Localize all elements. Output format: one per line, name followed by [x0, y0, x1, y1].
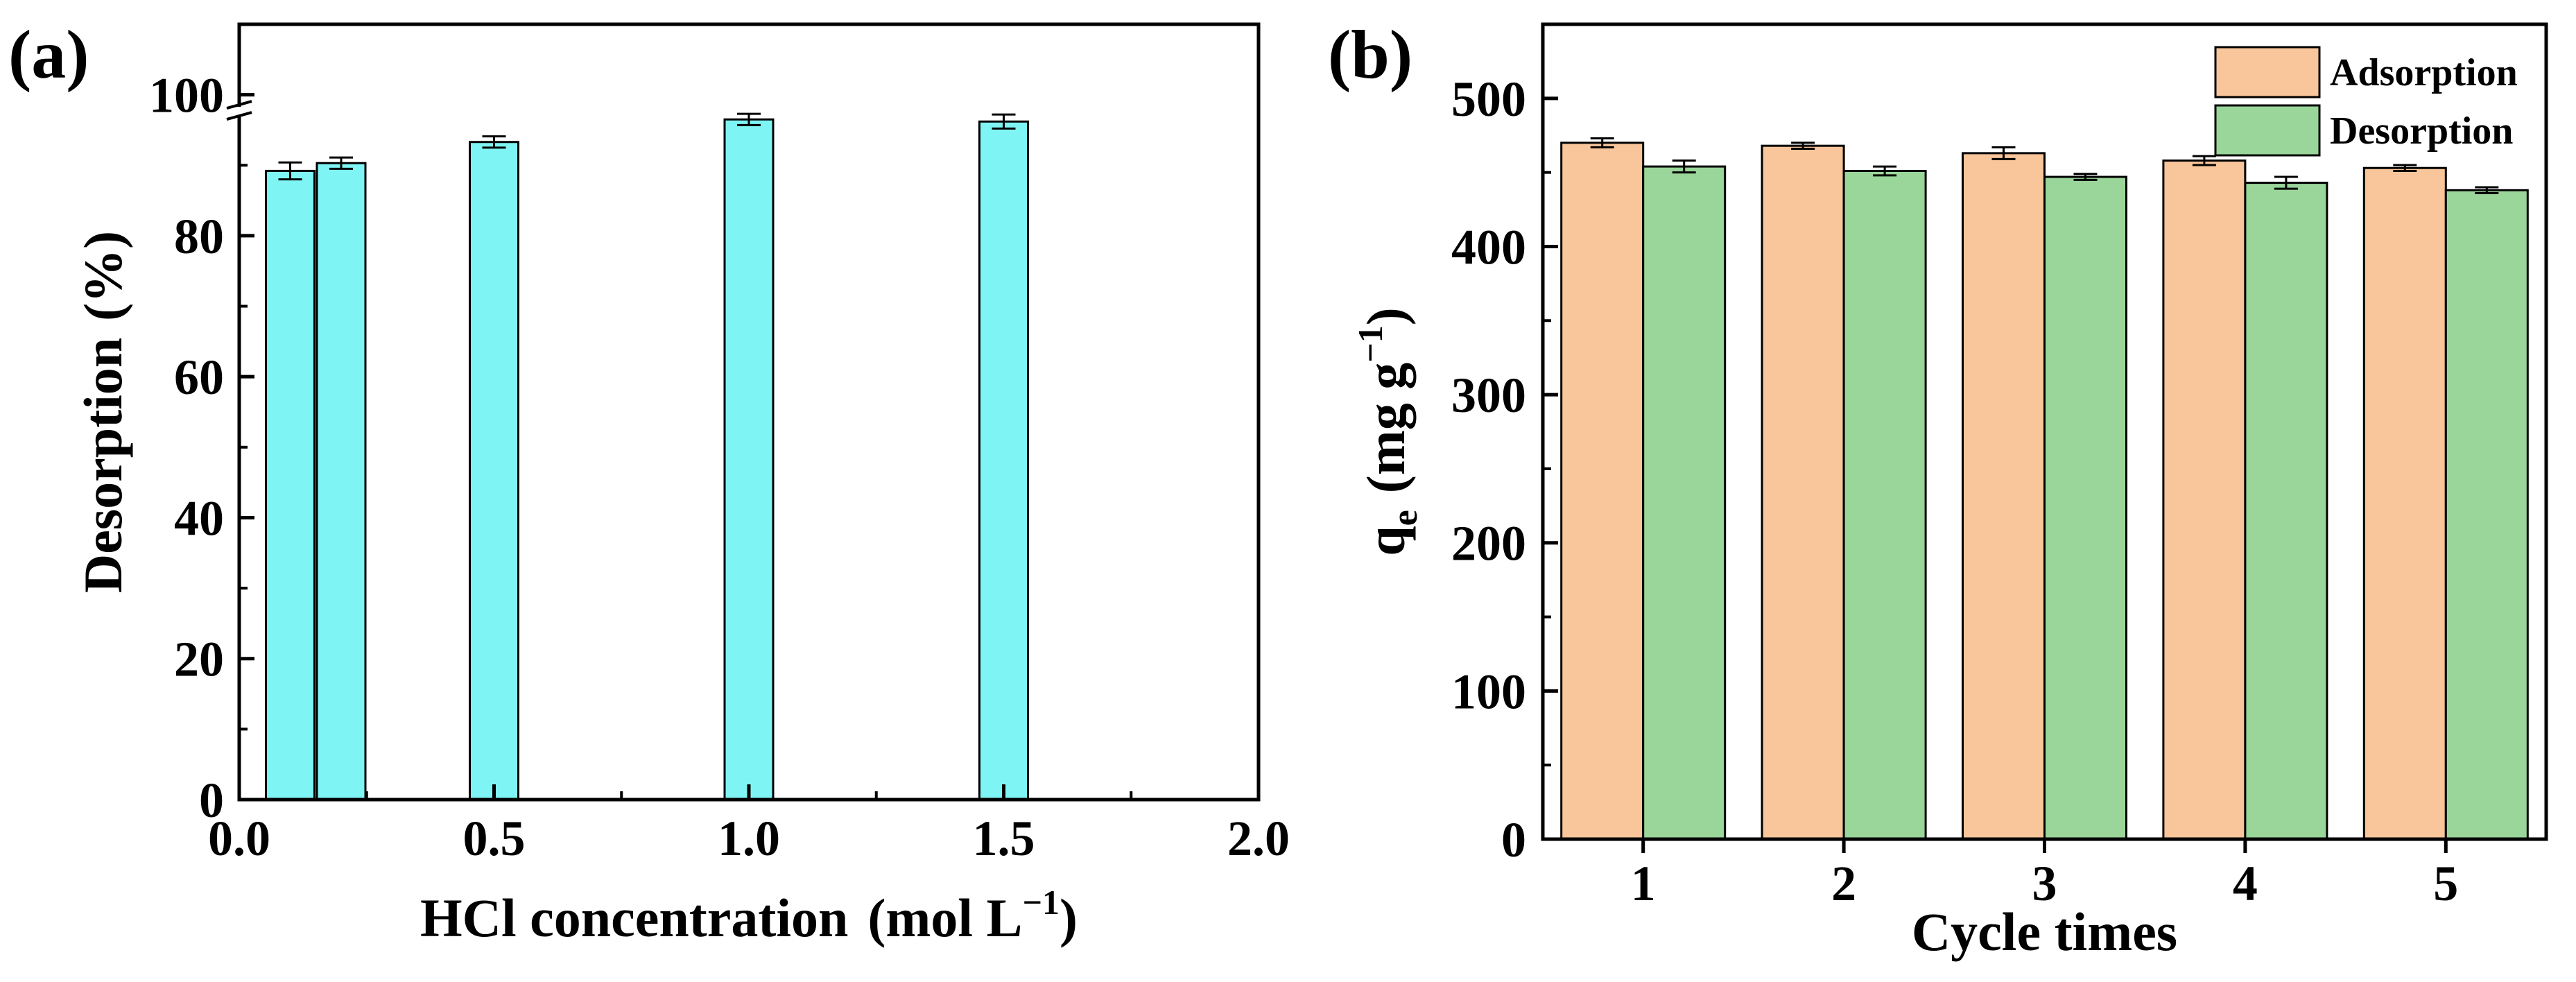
bar-desorption-1: [1842, 170, 1927, 841]
bar-adsorption-0: [1560, 141, 1645, 841]
bar-adsorption-4: [2362, 166, 2447, 841]
panel-label-b: (b): [1328, 16, 1412, 93]
y-tick-label-4: 80: [174, 209, 224, 264]
legend-label-adsorption: Adsorption: [2330, 51, 2518, 94]
bar-desorption-2: [2043, 175, 2127, 841]
bar-desorption-1: [315, 162, 367, 801]
y-tick-label-5: 100: [149, 68, 224, 123]
error-bar-adsorption-1: [1791, 141, 1815, 150]
x-axis-title: HCl concentration (mol L−1): [420, 883, 1078, 948]
bar-desorption-3: [723, 118, 775, 801]
error-bar-adsorption-0: [1590, 137, 1614, 148]
legend-swatch-desorption: [2214, 104, 2321, 157]
error-bar-desorption-1: [1873, 165, 1897, 177]
error-bar-4: [992, 113, 1016, 130]
y-tick-label-3: 300: [1451, 368, 1526, 423]
y-axis-title-main: q: [1356, 526, 1416, 555]
panel-label-a: (a): [8, 16, 89, 93]
error-bar-0: [278, 161, 302, 181]
y-tick-label-2: 200: [1451, 516, 1526, 571]
y-tick-label-1: 100: [1451, 664, 1526, 719]
x-axis-title: Cycle times: [1912, 902, 2177, 962]
x-tick-label-1: 2: [1831, 856, 1856, 911]
bar-desorption-0: [1642, 165, 1727, 841]
x-tick-label-4: 2.0: [1227, 811, 1290, 866]
error-bar-desorption-2: [2073, 173, 2098, 181]
y-tick-label-2: 40: [174, 490, 224, 546]
x-tick-label-3: 1.5: [973, 811, 1035, 866]
legend-label-desorption: Desorption: [2330, 110, 2513, 153]
y-tick-label-0: 0: [199, 773, 224, 828]
legend-swatch-adsorption: [2214, 46, 2321, 98]
y-axis-title-unit: (%): [73, 231, 133, 321]
error-bar-desorption-3: [2274, 175, 2298, 190]
y-tick-label-1: 20: [174, 632, 224, 687]
error-bar-3: [737, 112, 761, 126]
bar-desorption-4: [978, 120, 1029, 801]
x-tick-label-0: 1: [1631, 856, 1656, 911]
x-axis-title-unit-close: ): [1060, 888, 1078, 948]
x-axis-title-unit-sup: −1: [1023, 883, 1060, 922]
bar-adsorption-1: [1761, 144, 1845, 841]
y-tick-label-0: 0: [1501, 812, 1526, 868]
x-tick-label-2: 3: [2032, 856, 2057, 911]
y-axis-title-text: Desorption: [73, 338, 133, 593]
y-tick-label-3: 60: [174, 350, 224, 405]
bar-desorption-2: [469, 141, 519, 801]
legend: Adsorption Desorption: [2214, 46, 2518, 157]
bar-adsorption-3: [2162, 160, 2247, 841]
axis-break-line-1: [226, 100, 252, 110]
x-tick-label-1: 0.5: [463, 811, 526, 866]
y-axis-title: qe (mg g−1): [1351, 307, 1425, 555]
error-bar-adsorption-3: [2192, 155, 2216, 166]
y-tick-label-5: 500: [1451, 71, 1526, 127]
x-tick-label-0: 0.0: [208, 811, 270, 866]
bar-desorption-4: [2444, 189, 2529, 841]
x-axis-title-text: HCl concentration: [420, 888, 848, 948]
y-axis-title-unit: (mg g: [1356, 363, 1416, 493]
x-tick-label-2: 1.0: [718, 811, 780, 866]
y-axis-title-unit-close: ): [1356, 307, 1416, 325]
error-bar-2: [482, 135, 506, 149]
y-tick-label-4: 400: [1451, 219, 1526, 275]
panel-a: 0 20 40 60 80 100 0.0 0.5 1.0 1.5 2.0 HCl concentra…: [8, 16, 1290, 948]
axis-break-line-2: [226, 111, 252, 121]
panel-b: 0 100 200 300 400 500 1 2 3 4 5 Cycle times qe (mg g−…: [1328, 16, 2548, 962]
error-bar-desorption-4: [2475, 186, 2499, 195]
y-axis-title-unit-sup: −1: [1351, 325, 1390, 363]
error-bar-1: [329, 156, 353, 170]
bar-desorption-0: [265, 169, 315, 801]
error-bar-adsorption-2: [1991, 146, 2016, 160]
x-tick-label-3: 4: [2233, 856, 2258, 911]
x-axis-title-unit: (mol L: [867, 888, 1022, 948]
error-bar-adsorption-4: [2393, 164, 2417, 172]
x-tick-label-4: 5: [2433, 856, 2458, 911]
bar-desorption-3: [2244, 182, 2328, 841]
axis-break: [226, 100, 252, 121]
bar-adsorption-2: [1962, 152, 2046, 841]
y-axis-title-sub: e: [1385, 510, 1425, 526]
y-axis-title: Desorption (%): [73, 231, 133, 593]
error-bar-desorption-0: [1672, 160, 1696, 174]
